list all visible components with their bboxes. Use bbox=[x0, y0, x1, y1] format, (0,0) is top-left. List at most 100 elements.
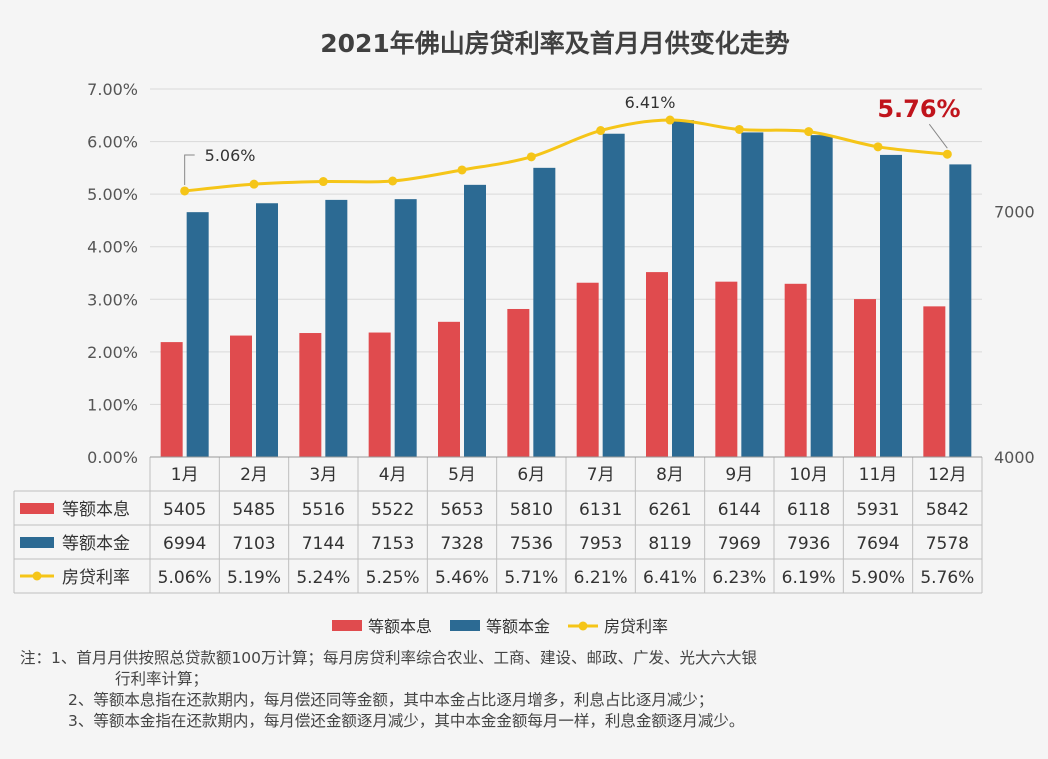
x-tick-label: 5月 bbox=[448, 465, 476, 485]
bar-equal-principal bbox=[880, 154, 902, 457]
y-left-tick-label: 7.00% bbox=[87, 80, 138, 99]
y-left-tick-label: 1.00% bbox=[87, 395, 138, 414]
y-left-tick-label: 4.00% bbox=[87, 238, 138, 257]
bar-equal-installment bbox=[784, 283, 807, 457]
note-3-text: 等额本金指在还款期内，每月偿还金额逐月减少，其中本金金额每月一样，利息金额逐月减… bbox=[93, 712, 745, 730]
bar-equal-installment bbox=[230, 335, 252, 457]
bar-equal-installment bbox=[299, 333, 322, 457]
note-1-prefix: 注：1、 bbox=[20, 649, 77, 667]
table-cell: 5810 bbox=[510, 500, 553, 520]
y-left-tick-label: 3.00% bbox=[87, 290, 138, 309]
y-left-tick-label: 2.00% bbox=[87, 343, 138, 362]
annotation-leader bbox=[184, 154, 195, 185]
table-cell: 7694 bbox=[856, 534, 899, 554]
annotation-label: 6.41% bbox=[625, 93, 676, 112]
bar-equal-principal bbox=[810, 135, 833, 457]
gridlines bbox=[150, 88, 982, 405]
bar-equal-principal bbox=[186, 212, 209, 457]
bars bbox=[160, 120, 972, 458]
legend: 等额本息 等额本金 房贷利率 bbox=[332, 617, 668, 636]
bar-equal-installment bbox=[507, 308, 530, 457]
note-2-prefix: 2、 bbox=[68, 691, 94, 709]
table-cell: 6.19% bbox=[782, 568, 836, 588]
table-cell: 5.71% bbox=[504, 568, 558, 588]
bar-equal-principal bbox=[464, 184, 486, 457]
table-cell: 5.46% bbox=[435, 568, 489, 588]
table-series-label: 等额本金 bbox=[62, 534, 130, 554]
rate-point bbox=[180, 186, 190, 196]
chart-title: 2021年佛山房贷利率及首月月供变化走势 bbox=[320, 29, 790, 58]
table-series-label: 等额本息 bbox=[62, 500, 130, 520]
table-cell: 5.24% bbox=[296, 568, 350, 588]
x-tick-label: 8月 bbox=[656, 465, 684, 485]
bar-equal-installment bbox=[646, 272, 668, 457]
x-tick-label: 9月 bbox=[725, 465, 753, 485]
legend-key bbox=[578, 621, 588, 631]
table-cell: 6118 bbox=[787, 500, 830, 520]
table-cell: 5.90% bbox=[851, 568, 905, 588]
table-cell: 7536 bbox=[510, 534, 553, 554]
legend-key bbox=[332, 620, 362, 631]
bar-equal-installment bbox=[160, 342, 183, 457]
bar-equal-principal bbox=[256, 203, 278, 457]
table-cell: 5.25% bbox=[366, 568, 420, 588]
annotation-leader bbox=[928, 123, 948, 149]
note-2: 2、 等额本息指在还款期内，每月偿还同等金额，其中本金占比逐月增多，利息占比逐月… bbox=[20, 690, 1020, 711]
legend-label: 等额本息 bbox=[368, 617, 432, 636]
bar-equal-principal bbox=[602, 133, 625, 458]
bar-equal-principal bbox=[741, 132, 764, 457]
x-tick-label: 3月 bbox=[309, 465, 337, 485]
bar-equal-installment bbox=[923, 306, 946, 457]
x-tick-label: 7月 bbox=[587, 465, 615, 485]
y-left-tick-label: 0.00% bbox=[87, 448, 138, 467]
x-tick-label: 4月 bbox=[379, 465, 407, 485]
table-cell: 5.76% bbox=[920, 568, 974, 588]
rate-point bbox=[457, 165, 467, 175]
table-cell: 5931 bbox=[856, 500, 899, 520]
note-3-prefix: 3、 bbox=[68, 712, 94, 730]
table-cell: 7578 bbox=[926, 534, 969, 554]
table-cell: 7936 bbox=[787, 534, 830, 554]
rate-point bbox=[804, 127, 814, 137]
table-key bbox=[20, 503, 54, 514]
annotation-label-highlight: 5.76% bbox=[877, 95, 960, 123]
table-key bbox=[20, 537, 54, 548]
y-right-tick-label: 7000 bbox=[994, 203, 1035, 222]
x-tick-label: 1月 bbox=[171, 465, 199, 485]
y-left-tick-label: 5.00% bbox=[87, 185, 138, 204]
note-2-text: 等额本息指在还款期内，每月偿还同等金额，其中本金占比逐月增多，利息占比逐月减少； bbox=[93, 691, 714, 709]
table-cell: 6.21% bbox=[574, 568, 628, 588]
rate-point bbox=[873, 142, 883, 152]
rate-point bbox=[526, 152, 536, 162]
table-cell: 5485 bbox=[232, 500, 275, 520]
legend-key bbox=[450, 620, 480, 631]
table-cell: 5516 bbox=[302, 500, 345, 520]
bar-equal-principal bbox=[533, 167, 556, 457]
table-cell: 7153 bbox=[371, 534, 414, 554]
table-cell: 5405 bbox=[163, 500, 206, 520]
rate-point bbox=[318, 177, 328, 187]
rate-point bbox=[665, 115, 675, 125]
note-1-text: 首月月供按照总贷款额100万计算；每月房贷利率综合农业、工商、建设、邮政、广发、… bbox=[76, 649, 757, 667]
table-cell: 6261 bbox=[648, 500, 691, 520]
y-right-tick-label: 4000 bbox=[994, 448, 1035, 467]
note-1: 注：1、 首月月供按照总贷款额100万计算；每月房贷利率综合农业、工商、建设、邮… bbox=[20, 648, 1020, 669]
x-tick-label: 12月 bbox=[928, 465, 967, 485]
table-cell: 7969 bbox=[718, 534, 761, 554]
bar-equal-installment bbox=[438, 321, 460, 457]
table-cell: 7103 bbox=[232, 534, 275, 554]
table-series-label: 房贷利率 bbox=[62, 568, 130, 588]
table-cell: 5522 bbox=[371, 500, 414, 520]
x-tick-label: 2月 bbox=[240, 465, 268, 485]
bar-equal-principal bbox=[672, 120, 694, 457]
table-cell: 5.19% bbox=[227, 568, 281, 588]
table-cell: 6131 bbox=[579, 500, 622, 520]
bar-equal-principal bbox=[949, 164, 972, 457]
table-cell: 6.41% bbox=[643, 568, 697, 588]
table-cell: 6.23% bbox=[712, 568, 766, 588]
table-cell: 5653 bbox=[440, 500, 483, 520]
table-cell: 8119 bbox=[648, 534, 691, 554]
rate-line: 5.06% 6.41% 5.76% bbox=[180, 93, 961, 196]
legend-label: 房贷利率 bbox=[604, 617, 668, 636]
